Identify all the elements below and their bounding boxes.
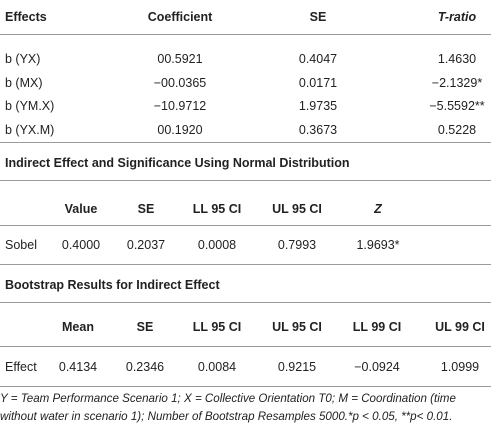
cell: b (YM.X) xyxy=(5,99,55,113)
cell: 0.2037 xyxy=(126,238,166,252)
cell: −10.9712 xyxy=(153,99,207,113)
cell: 00.5921 xyxy=(157,52,203,66)
column-header: UL 99 CI xyxy=(435,320,485,334)
cell: 1.0999 xyxy=(440,360,480,374)
cell: 0.3673 xyxy=(298,122,338,137)
cell: 0.7993 xyxy=(277,238,317,252)
cell: 00.1920 xyxy=(157,122,203,137)
cell: 0.4000 xyxy=(61,238,101,252)
rule xyxy=(0,264,491,265)
column-header: SE xyxy=(309,10,327,24)
column-header: Effects xyxy=(5,10,47,24)
cell: Sobel xyxy=(5,238,37,252)
rule xyxy=(0,142,491,143)
rule xyxy=(0,346,491,347)
section-title: Indirect Effect and Significance Using N… xyxy=(5,156,350,170)
cell: 1.9735 xyxy=(298,99,338,113)
cell: 0.2346 xyxy=(125,360,165,374)
column-header: LL 95 CI xyxy=(192,320,242,334)
cell: 0.4047 xyxy=(298,52,338,66)
cell: −5.5592** xyxy=(429,99,485,113)
column-header: Value xyxy=(64,202,98,216)
column-header: UL 95 CI xyxy=(272,320,322,334)
rule xyxy=(0,386,491,387)
column-header: UL 95 CI xyxy=(272,202,322,216)
cell: 0.0008 xyxy=(197,238,237,252)
cell: b (YX) xyxy=(5,52,41,66)
column-header: Mean xyxy=(62,320,94,334)
footnote: Y = Team Performance Scenario 1; X = Col… xyxy=(0,392,456,423)
cell: 1.4630 xyxy=(437,52,477,66)
cell: b (MX) xyxy=(5,75,43,90)
rule xyxy=(0,34,491,35)
cell: −2.1329* xyxy=(431,75,483,90)
cell: 0.0084 xyxy=(197,360,237,374)
cell: 0.9215 xyxy=(277,360,317,374)
column-header: Z xyxy=(374,202,382,216)
column-header: T-ratio xyxy=(437,10,477,24)
column-header: Coefficient xyxy=(147,10,213,24)
column-header: LL 95 CI xyxy=(192,202,242,216)
column-header: SE xyxy=(136,320,154,334)
cell: 0.4134 xyxy=(58,360,98,374)
cell: 0.0171 xyxy=(298,75,338,90)
rule xyxy=(0,180,491,181)
cell: 0.5228 xyxy=(437,122,477,137)
section-title: Bootstrap Results for Indirect Effect xyxy=(5,278,220,292)
cell: b (YX.M) xyxy=(5,122,55,137)
column-header: SE xyxy=(137,202,155,216)
cell: Effect xyxy=(5,360,37,374)
cell: −0.0924 xyxy=(354,360,400,374)
rule xyxy=(0,302,491,303)
cell: 1.9693* xyxy=(356,238,400,252)
rule xyxy=(0,225,491,226)
cell: −00.0365 xyxy=(153,75,207,90)
column-header: LL 99 CI xyxy=(352,320,402,334)
